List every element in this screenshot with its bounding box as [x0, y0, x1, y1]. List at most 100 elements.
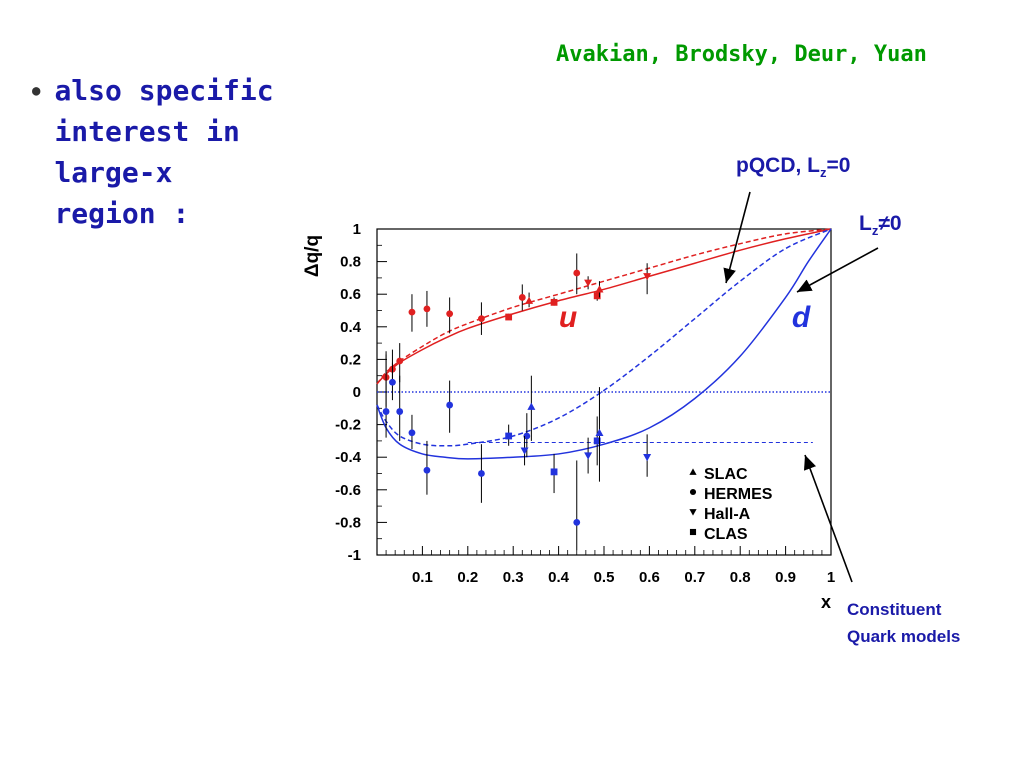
point-marker	[593, 437, 601, 445]
point-marker	[573, 269, 581, 277]
data-point	[423, 290, 431, 327]
data-point	[573, 253, 581, 295]
legend-label: Hall-A	[704, 506, 751, 523]
point-marker	[446, 401, 454, 409]
bullet-line: large-x	[54, 156, 173, 189]
data-point	[584, 437, 593, 474]
point-marker	[382, 408, 390, 415]
data-point	[446, 297, 454, 334]
lz-sub: z	[872, 223, 879, 238]
x-tick-label: 0.2	[457, 569, 478, 586]
y-tick-label: 0.6	[340, 286, 361, 303]
point-marker	[584, 452, 593, 460]
cqm-arrow	[803, 454, 853, 583]
point-marker	[408, 429, 416, 437]
point-marker	[520, 447, 529, 455]
data-point	[396, 375, 404, 441]
data-point	[595, 281, 604, 298]
legend-entry: Hall-A	[689, 506, 751, 523]
point-marker	[643, 454, 652, 462]
point-marker	[550, 468, 558, 476]
data-point	[389, 362, 396, 401]
y-tick-label: 0.2	[340, 351, 361, 368]
data-point	[446, 380, 454, 433]
point-marker	[396, 357, 404, 365]
point-marker	[505, 313, 513, 321]
point-marker	[550, 298, 558, 306]
data-point	[505, 313, 513, 321]
data-point	[478, 302, 485, 335]
legend-entry: HERMES	[689, 486, 773, 503]
legend-entry: CLAS	[689, 526, 748, 543]
y-tick-label: 0	[353, 384, 361, 401]
lz-suffix: ≠0	[878, 212, 901, 235]
point-marker	[423, 466, 431, 474]
curve	[376, 228, 832, 460]
legend-label: SLAC	[704, 466, 748, 483]
point-marker	[505, 432, 513, 440]
legend-marker-icon	[689, 509, 697, 516]
x-tick-label: 0.3	[503, 569, 524, 586]
x-tick-label: 0.4	[548, 569, 570, 586]
d-series-label: d	[792, 301, 811, 334]
data-point	[520, 436, 529, 466]
y-tick-label: -0.6	[335, 482, 361, 499]
pqcd-prefix: pQCD, L	[736, 154, 820, 177]
point-marker	[518, 294, 526, 301]
legend-label: HERMES	[704, 486, 773, 503]
u-series-label: u	[559, 301, 577, 334]
legend-entry: SLAC	[689, 466, 748, 483]
y-tick-label: -0.4	[335, 449, 362, 466]
data-point	[408, 414, 416, 450]
data-point	[423, 440, 431, 495]
data-point	[573, 460, 581, 551]
point-marker	[478, 470, 485, 477]
cqm-label-line2: Quark models	[847, 627, 960, 646]
cqm-label-line1: Constituent	[847, 600, 942, 619]
lz-annotation: Lz≠0	[859, 212, 902, 238]
data-points	[382, 253, 652, 551]
point-marker	[408, 308, 416, 316]
data-point	[505, 424, 513, 446]
point-marker	[584, 279, 593, 287]
point-marker	[389, 378, 396, 386]
author-credit: Avakian, Brodsky, Deur, Yuan	[556, 42, 927, 67]
legend-marker-icon	[689, 468, 697, 475]
point-marker	[595, 285, 604, 293]
data-point	[643, 434, 652, 477]
point-marker	[478, 315, 485, 323]
data-point	[593, 290, 601, 301]
data-point	[584, 276, 593, 290]
legend-marker-icon	[689, 488, 697, 496]
point-marker	[523, 432, 531, 440]
pqcd-suffix: =0	[827, 154, 851, 177]
bullet-line: region :	[54, 197, 190, 230]
data-point	[593, 416, 601, 466]
y-tick-label: -0.8	[335, 514, 361, 531]
x-tick-label: 0.7	[684, 569, 705, 586]
x-tick-label: 1	[827, 569, 835, 586]
x-tick-label: 0.9	[775, 569, 796, 586]
legend-label: CLAS	[704, 526, 748, 543]
pqcd-sub: z	[820, 165, 827, 180]
data-point	[408, 294, 416, 332]
point-marker	[396, 408, 404, 415]
lz-arrow	[796, 247, 879, 293]
point-marker	[423, 305, 431, 313]
point-marker	[593, 292, 601, 300]
x-tick-label: 0.1	[412, 569, 433, 586]
legend: SLAC HERMES Hall-A CLAS	[689, 466, 773, 543]
y-tick-label: 0.8	[340, 254, 361, 271]
data-point	[595, 387, 604, 482]
legend-marker-icon	[689, 528, 697, 536]
data-point	[382, 351, 390, 438]
point-marker	[595, 428, 604, 436]
lz-prefix: L	[859, 212, 872, 235]
y-tick-label: 0.4	[340, 319, 362, 336]
bullet-line: interest in	[54, 115, 240, 148]
bullet-line: also specific	[54, 74, 274, 107]
point-marker	[573, 519, 581, 526]
bullet-item: ● also specific interest in large-x regi…	[32, 70, 274, 234]
data-point	[550, 297, 558, 306]
